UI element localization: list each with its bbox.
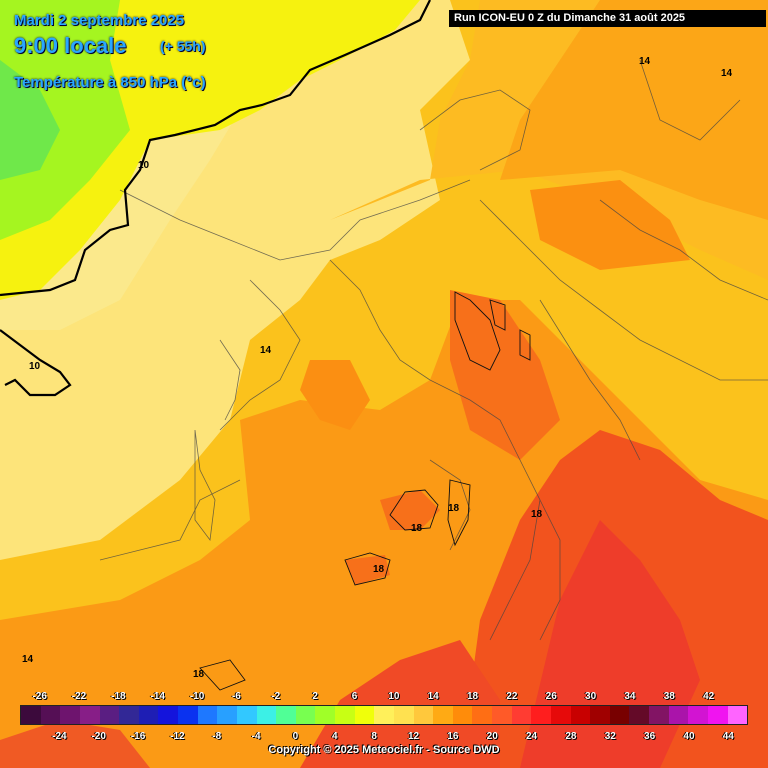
contour-label: 14 — [721, 68, 733, 79]
legend-tick-label: -22 — [71, 691, 87, 702]
forecast-lead-time: (+ 55h) — [160, 38, 206, 54]
legend-swatch — [79, 706, 100, 724]
legend-swatch — [315, 706, 335, 724]
legend-tick-label: -2 — [271, 691, 281, 702]
legend-swatch — [668, 706, 689, 724]
legend-swatch — [609, 706, 630, 724]
contour-label: 18 — [448, 503, 460, 514]
legend-swatch — [433, 706, 453, 724]
contour-label: 14 — [639, 56, 651, 67]
legend-tick-label: 30 — [585, 691, 597, 702]
legend-tick-label: 12 — [407, 731, 420, 742]
legend-swatch — [119, 706, 139, 724]
contour-label: 14 — [22, 654, 34, 665]
legend-tick-label: -6 — [231, 691, 241, 702]
legend-tick-label: 44 — [722, 731, 734, 742]
contour-label: 18 — [373, 564, 385, 575]
legend-tick-label: -26 — [32, 691, 47, 702]
legend-swatch — [511, 706, 532, 724]
legend-swatch — [295, 706, 316, 724]
contour-label: 18 — [531, 509, 543, 520]
legend-swatch — [60, 706, 80, 724]
legend-tick-label: 40 — [683, 731, 695, 742]
legend-tick-label: 24 — [526, 731, 538, 742]
legend-tick-label: -18 — [111, 691, 126, 702]
legend-swatch — [335, 706, 355, 724]
legend-tick-label: 26 — [545, 691, 557, 702]
contour-label: 10 — [29, 361, 41, 372]
legend-tick-label: -10 — [189, 691, 205, 702]
legend-tick-label: 28 — [565, 731, 577, 742]
legend-swatch — [629, 706, 649, 724]
legend-tick-label: 38 — [663, 691, 675, 702]
legend-swatch — [590, 706, 610, 724]
legend-tick-label: 36 — [644, 731, 656, 742]
legend-swatch — [21, 706, 41, 724]
legend-swatch — [99, 706, 120, 724]
legend-tick-label: -16 — [130, 731, 146, 742]
legend-tick-label: 2 — [312, 691, 318, 702]
run-banner: Run ICON-EU 0 Z du Dimanche 31 août 2025 — [449, 10, 766, 27]
legend-swatch — [727, 706, 748, 724]
legend-tick-label: -8 — [212, 731, 222, 742]
legend-tick-label: 6 — [351, 691, 358, 702]
legend-swatch — [217, 706, 237, 724]
legend-tick-label: 8 — [371, 731, 377, 742]
legend-swatch — [550, 706, 571, 724]
legend-swatch — [158, 706, 178, 724]
color-scale-legend — [20, 705, 748, 725]
copyright-text: Copyright © 2025 Meteociel.fr - Source D… — [268, 744, 500, 756]
legend-tick-label: -24 — [52, 731, 67, 742]
legend-swatch — [413, 706, 434, 724]
contour-label: 18 — [193, 669, 205, 680]
legend-swatch — [374, 706, 394, 724]
legend-swatch — [452, 706, 473, 724]
legend-tick-label: 20 — [486, 731, 498, 742]
legend-tick-label: -14 — [150, 691, 165, 702]
legend-tick-label: 4 — [332, 731, 338, 742]
legend-swatch — [570, 706, 591, 724]
legend-swatch — [354, 706, 375, 724]
legend-swatch — [197, 706, 218, 724]
legend-swatch — [649, 706, 669, 724]
legend-swatch — [138, 706, 159, 724]
legend-swatch — [393, 706, 414, 724]
legend-swatch — [276, 706, 296, 724]
legend-tick-label: 18 — [466, 691, 479, 702]
legend-tick-label: 42 — [703, 691, 715, 702]
field-title: Température à 850 hPa (°c) — [14, 74, 206, 91]
legend-swatch — [492, 706, 512, 724]
contour-label: 18 — [411, 523, 423, 534]
legend-swatch — [236, 706, 257, 724]
contour-label: 10 — [138, 160, 150, 171]
legend-swatch — [40, 706, 61, 724]
legend-swatch — [707, 706, 728, 724]
legend-tick-label: -20 — [91, 731, 106, 742]
legend-tick-label: 14 — [427, 691, 439, 702]
legend-swatch — [178, 706, 198, 724]
legend-tick-label: 10 — [388, 691, 400, 702]
legend-tick-label: 34 — [624, 691, 636, 702]
forecast-date: Mardi 2 septembre 2025 — [14, 12, 185, 29]
legend-swatch — [472, 706, 492, 724]
legend-tick-label: 16 — [447, 731, 459, 742]
legend-swatch — [531, 706, 551, 724]
legend-tick-label: -12 — [170, 731, 185, 742]
legend-tick-label: -4 — [251, 731, 261, 742]
forecast-time: 9:00 locale — [14, 33, 127, 58]
legend-swatch — [688, 706, 708, 724]
contour-label: 14 — [260, 345, 272, 356]
legend-tick-label: 32 — [604, 731, 616, 742]
legend-tick-label: 22 — [506, 691, 518, 702]
legend-tick-label: 0 — [292, 731, 299, 742]
legend-swatch — [256, 706, 277, 724]
